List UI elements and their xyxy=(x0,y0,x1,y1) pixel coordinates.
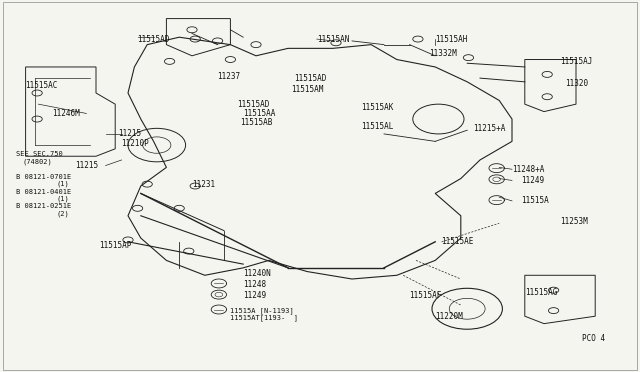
Text: 11515AM: 11515AM xyxy=(291,85,324,94)
Text: 11515AC: 11515AC xyxy=(26,81,58,90)
Text: 11515AL: 11515AL xyxy=(362,122,394,131)
Text: 11231: 11231 xyxy=(192,180,215,189)
Text: 11240N: 11240N xyxy=(243,269,271,278)
Text: 11249: 11249 xyxy=(243,291,266,300)
Text: 11515AP: 11515AP xyxy=(99,241,132,250)
Text: 11249: 11249 xyxy=(522,176,545,185)
Text: 11210P: 11210P xyxy=(122,139,149,148)
Text: 11248: 11248 xyxy=(243,280,266,289)
Text: 11515A [N-1193]: 11515A [N-1193] xyxy=(230,307,294,314)
Text: 11248+A: 11248+A xyxy=(512,165,545,174)
Text: SEE SEC.750: SEE SEC.750 xyxy=(16,151,63,157)
Text: B 08121-0401E: B 08121-0401E xyxy=(16,189,71,195)
Text: 11515AJ: 11515AJ xyxy=(560,57,593,66)
Text: 11515AA: 11515AA xyxy=(243,109,276,118)
Text: 11215: 11215 xyxy=(118,129,141,138)
Text: 11515AG: 11515AG xyxy=(525,288,557,296)
Text: (1): (1) xyxy=(56,181,69,187)
Text: B 08121-0251E: B 08121-0251E xyxy=(16,203,71,209)
Text: PCO 4: PCO 4 xyxy=(582,334,605,343)
Text: 11515AN: 11515AN xyxy=(317,35,349,44)
Text: 11515A: 11515A xyxy=(522,196,549,205)
Text: B 08121-0701E: B 08121-0701E xyxy=(16,174,71,180)
Text: 11515AF: 11515AF xyxy=(410,291,442,300)
Text: 11215: 11215 xyxy=(76,161,99,170)
Text: 11515AD: 11515AD xyxy=(138,35,170,44)
Text: 11515AD: 11515AD xyxy=(294,74,327,83)
Text: 11237: 11237 xyxy=(218,72,241,81)
Text: 11515AB: 11515AB xyxy=(240,118,273,127)
Text: 11515AD: 11515AD xyxy=(237,100,269,109)
Text: (1): (1) xyxy=(56,196,69,202)
Text: (2): (2) xyxy=(56,211,69,217)
Text: 11253M: 11253M xyxy=(560,217,588,226)
Text: 11220M: 11220M xyxy=(435,312,463,321)
Text: 11246M: 11246M xyxy=(52,109,80,118)
Text: 11332M: 11332M xyxy=(429,49,456,58)
Text: 11515AH: 11515AH xyxy=(435,35,468,44)
Text: 11215+A: 11215+A xyxy=(474,124,506,133)
Text: 11515AK: 11515AK xyxy=(362,103,394,112)
Text: 11515AT[1193-  ]: 11515AT[1193- ] xyxy=(230,315,298,321)
Text: 11320: 11320 xyxy=(565,79,588,88)
Text: (74802): (74802) xyxy=(22,158,52,165)
Text: 11515AE: 11515AE xyxy=(442,237,474,246)
